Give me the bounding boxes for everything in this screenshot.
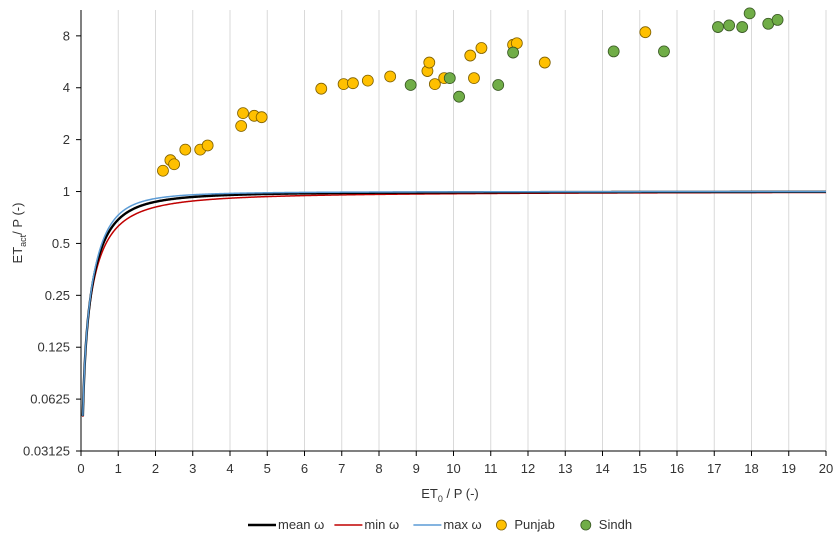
point-sindh xyxy=(443,72,456,85)
point-punjab xyxy=(255,111,268,124)
point-punjab xyxy=(423,56,436,69)
point-sindh xyxy=(607,45,620,58)
axes xyxy=(76,10,827,456)
x-axis-label: ET0 / P (-) xyxy=(421,486,479,504)
x-tick-label: 9 xyxy=(413,461,420,476)
legend-label-max-omega: max ω xyxy=(443,517,481,532)
point-sindh xyxy=(723,19,736,32)
legend: mean ω min ω max ω Punjab Sindh xyxy=(248,517,632,532)
x-tick-label: 11 xyxy=(484,461,498,476)
legend-swatch-punjab xyxy=(495,519,507,531)
legend-label-sindh: Sindh xyxy=(599,517,632,532)
x-tick-label: 15 xyxy=(633,461,647,476)
legend-swatch-sindh xyxy=(580,519,592,531)
point-punjab xyxy=(464,49,477,62)
x-tick-label: 20 xyxy=(819,461,833,476)
point-sindh xyxy=(492,79,505,91)
point-punjab xyxy=(538,56,551,69)
point-sindh xyxy=(453,90,465,103)
point-punjab xyxy=(468,72,480,85)
point-punjab xyxy=(384,70,397,83)
x-tick-label: 14 xyxy=(595,461,609,476)
y-axis-label: ETact/ P (-) xyxy=(10,203,28,264)
point-sindh xyxy=(507,46,519,59)
x-tick-label: 0 xyxy=(77,461,84,476)
y-tick-label: 8 xyxy=(63,28,70,43)
observation-points xyxy=(157,7,784,177)
point-sindh xyxy=(404,79,417,91)
point-sindh xyxy=(712,21,724,33)
point-punjab xyxy=(237,107,249,120)
y-tick-label: 4 xyxy=(63,80,70,95)
y-axis-label-subscript: act xyxy=(18,234,28,247)
point-punjab xyxy=(235,120,248,132)
x-tick-labels: 0 1 2 3 4 5 6 7 8 9 10 11 12 13 14 15 16 17 18 19 20 xyxy=(77,461,833,476)
point-punjab xyxy=(361,74,374,87)
point-punjab xyxy=(315,82,328,95)
x-tick-label: 18 xyxy=(744,461,758,476)
y-tick-label: 0.25 xyxy=(45,288,70,303)
point-punjab xyxy=(428,78,441,90)
x-tick-label: 5 xyxy=(264,461,271,476)
point-punjab xyxy=(347,77,359,90)
point-punjab xyxy=(475,42,488,54)
x-tick-label: 6 xyxy=(301,461,308,476)
y-tick-label: 2 xyxy=(63,132,70,147)
legend-label-punjab: Punjab xyxy=(514,517,554,532)
legend-label-min-omega: min ω xyxy=(364,517,399,532)
point-punjab xyxy=(157,164,169,177)
x-tick-label: 12 xyxy=(521,461,535,476)
y-tick-label: 0.0625 xyxy=(30,392,70,407)
x-tick-label: 16 xyxy=(670,461,684,476)
y-tick-labels: 0.03125 0.0625 0.125 0.25 0.5 1 2 4 8 xyxy=(23,28,70,458)
x-tick-label: 4 xyxy=(226,461,233,476)
point-sindh xyxy=(736,21,749,33)
point-punjab xyxy=(201,139,214,152)
x-tick-label: 19 xyxy=(782,461,796,476)
y-tick-label: 1 xyxy=(63,184,70,199)
x-tick-label: 1 xyxy=(115,461,122,476)
y-tick-label: 0.5 xyxy=(52,236,70,251)
point-sindh xyxy=(771,14,784,26)
x-tick-label: 2 xyxy=(152,461,159,476)
point-sindh xyxy=(743,7,756,20)
model-curves xyxy=(81,190,827,417)
gridlines xyxy=(117,10,827,451)
x-tick-label: 10 xyxy=(446,461,460,476)
x-axis-label-subscript: 0 xyxy=(438,494,443,504)
point-sindh xyxy=(658,45,670,58)
point-punjab xyxy=(168,158,181,171)
point-punjab xyxy=(179,143,192,156)
curve-max-omega xyxy=(82,190,826,416)
point-punjab xyxy=(639,26,652,39)
x-tick-label: 8 xyxy=(375,461,382,476)
x-tick-label: 3 xyxy=(189,461,196,476)
y-tick-label: 0.125 xyxy=(37,340,70,355)
legend-label-mean-omega: mean ω xyxy=(278,517,324,532)
y-tick-label: 0.03125 xyxy=(23,444,70,459)
x-tick-label: 7 xyxy=(338,461,345,476)
x-tick-label: 13 xyxy=(558,461,572,476)
x-tick-label: 17 xyxy=(707,461,721,476)
